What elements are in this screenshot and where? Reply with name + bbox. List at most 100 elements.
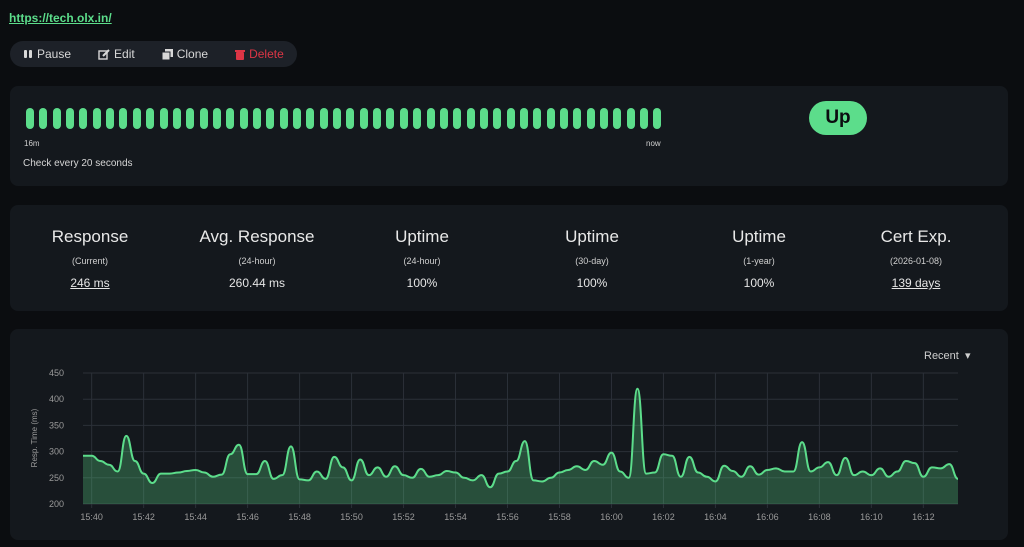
chart: Resp. Time (ms) 200 250 300 350 400 450 15:40 1… xyxy=(30,368,959,522)
heartbeat-pill xyxy=(306,108,315,129)
heartbeat-pill xyxy=(119,108,128,129)
stat: Cert Exp. (2026-01-08) 139 days xyxy=(836,227,996,290)
heartbeat-pill xyxy=(613,108,622,129)
x-tick-label: 15:42 xyxy=(132,512,155,522)
x-tick-label: 16:10 xyxy=(860,512,883,522)
stats-card: Response (Current) 246 ms Avg. Response (24-… xyxy=(10,205,1008,311)
stat-subtitle: (1-year) xyxy=(743,256,775,266)
heartbeat-pill xyxy=(426,108,435,129)
heartbeat-pill xyxy=(92,108,101,129)
x-tick-label: 16:08 xyxy=(808,512,831,522)
heartbeat-pill xyxy=(359,108,368,129)
stat: Response (Current) 246 ms xyxy=(10,227,170,290)
heartbeat-pill xyxy=(626,108,635,129)
heartbeat-pill xyxy=(159,108,168,129)
edit-label: Edit xyxy=(114,47,135,61)
pause-icon xyxy=(24,50,32,58)
pause-label: Pause xyxy=(37,47,72,61)
delete-label: Delete xyxy=(249,47,284,61)
x-tick-label: 16:02 xyxy=(652,512,675,522)
stat-value[interactable]: 246 ms xyxy=(70,276,110,290)
check-interval: Check every 20 seconds xyxy=(23,158,133,169)
stat-subtitle: (2026-01-08) xyxy=(889,256,943,266)
stat-title: Uptime xyxy=(565,227,619,246)
x-tick-label: 15:44 xyxy=(184,512,207,522)
heartbeat-pill xyxy=(546,108,555,129)
stat-value: 100% xyxy=(406,276,438,290)
heartbeat-pill xyxy=(653,108,662,129)
x-tick-label: 15:56 xyxy=(496,512,519,522)
heartbeat-pill xyxy=(226,108,235,129)
delete-icon xyxy=(235,49,246,60)
stat-title: Avg. Response xyxy=(199,227,315,246)
heartbeat-pill xyxy=(533,108,542,129)
edit-icon xyxy=(98,48,110,60)
y-tick-label: 250 xyxy=(49,473,64,483)
heartbeat-pill xyxy=(333,108,342,129)
heartbeat-pill xyxy=(560,108,568,129)
x-tick-label: 15:58 xyxy=(548,512,571,522)
heartbeat-pill xyxy=(586,108,595,129)
monitor-url[interactable]: https://tech.olx.in/ xyxy=(9,11,112,25)
heartbeat-pill xyxy=(146,108,155,129)
y-tick-label: 350 xyxy=(49,420,64,430)
stat: Uptime (24-hour) 100% xyxy=(342,227,502,290)
period-dropdown[interactable]: Recent ▾ xyxy=(924,350,971,362)
stat-subtitle: (24-hour) xyxy=(403,256,441,266)
y-tick-label: 300 xyxy=(49,447,64,457)
heartbeat-pill xyxy=(293,108,301,129)
stat-subtitle: (30-day) xyxy=(575,256,609,266)
heartbeat-pill xyxy=(373,108,382,129)
stat-title: Response xyxy=(51,227,129,246)
y-tick-label: 200 xyxy=(49,499,64,509)
heartbeat-card: 16m now Check every 20 seconds Up xyxy=(10,86,1008,186)
heartbeat-pill xyxy=(600,108,609,129)
heartbeat-pill xyxy=(266,108,275,129)
beat-end-label: now xyxy=(646,139,661,148)
heartbeat-pill xyxy=(239,108,248,129)
heartbeat-pill xyxy=(199,108,208,129)
heartbeat-pill xyxy=(39,108,48,129)
stat-value: 100% xyxy=(743,276,775,290)
heartbeat-pill xyxy=(66,108,75,129)
toolbar: Pause Edit Clone Delete xyxy=(10,41,297,67)
heartbeat-pill xyxy=(319,108,328,129)
heartbeat-pill xyxy=(453,108,462,129)
area xyxy=(83,388,958,504)
dropdown-label: Recent xyxy=(924,350,959,362)
heartbeat-pill xyxy=(399,108,408,129)
heartbeat-pill xyxy=(573,108,582,129)
heartbeat-pill xyxy=(519,108,528,129)
beat-start-label: 16m xyxy=(24,139,40,148)
pause-button[interactable]: Pause xyxy=(23,47,71,61)
x-tick-label: 15:54 xyxy=(444,512,467,522)
stat-title: Cert Exp. xyxy=(880,227,952,246)
stat-value: 260.44 ms xyxy=(228,276,286,290)
heartbeat-pill xyxy=(640,108,649,129)
stat: Uptime (30-day) 100% xyxy=(512,227,672,290)
line xyxy=(83,387,959,489)
heartbeat-pill xyxy=(79,108,88,129)
stat: Avg. Response (24-hour) 260.44 ms xyxy=(177,227,337,290)
heartbeat-pill xyxy=(279,108,288,129)
edit-button[interactable]: Edit xyxy=(98,47,135,61)
heartbeat-pill xyxy=(466,108,475,129)
delete-button[interactable]: Delete xyxy=(235,47,284,61)
stat-subtitle: (Current) xyxy=(71,256,108,266)
heartbeat-pill xyxy=(132,108,141,129)
y-tick-label: 450 xyxy=(49,368,64,378)
heartbeat-pill xyxy=(52,108,61,129)
x-tick-label: 16:04 xyxy=(704,512,727,522)
stat: Uptime (1-year) 100% xyxy=(679,227,839,290)
heartbeat-pill xyxy=(106,108,115,129)
y-tick-label: 400 xyxy=(49,394,64,404)
heartbeat-pill xyxy=(479,108,488,129)
heartbeat-pill xyxy=(493,108,502,129)
heartbeat-pill xyxy=(413,108,422,129)
x-tick-label: 15:40 xyxy=(80,512,103,522)
clone-button[interactable]: Clone xyxy=(161,47,208,61)
clone-icon xyxy=(161,48,173,60)
stat-value[interactable]: 139 days xyxy=(891,276,941,290)
